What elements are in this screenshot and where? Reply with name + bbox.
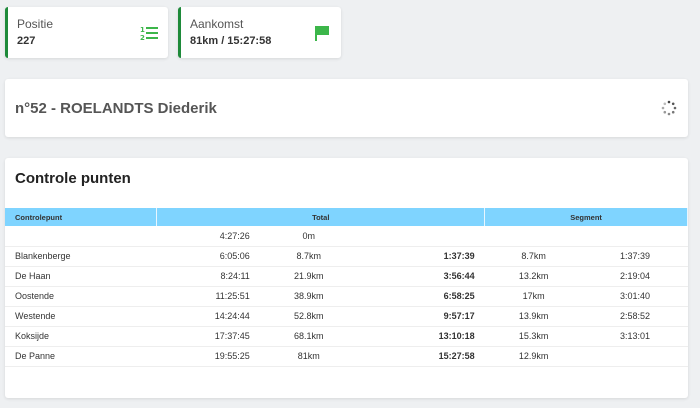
rider-card: n°52 - ROELANDTS Diederik — [5, 79, 688, 137]
arrival-time: 17:37:45 — [156, 326, 260, 347]
total-distance: 81km — [259, 346, 358, 367]
total-distance: 8.7km — [259, 246, 358, 267]
svg-text:1: 1 — [140, 26, 145, 34]
elapsed-time: 6:58:25 — [357, 286, 485, 307]
table-row: De Haan 8:24:11 21.9km 3:56:44 13.2km 2:19:04 — [5, 266, 688, 287]
control-point-name: Westende — [5, 306, 157, 327]
segment-time: 1:37:39 — [582, 246, 688, 267]
column-header-segment: Segment — [484, 208, 688, 226]
segment-distance: 12.9km — [484, 346, 583, 367]
loading-spinner-icon — [661, 100, 677, 116]
arrival-time: 4:27:26 — [156, 226, 260, 247]
control-points-table: Controlepunt Total Segment 4:27:26 0m Blan… — [5, 208, 688, 367]
elapsed-time: 1:37:39 — [357, 246, 485, 267]
table-row: 4:27:26 0m — [5, 226, 688, 247]
elapsed-time: 9:57:17 — [357, 306, 485, 327]
elapsed-time: 3:56:44 — [357, 266, 485, 287]
table-row: Westende 14:24:44 52.8km 9:57:17 13.9km 2:58:… — [5, 306, 688, 327]
column-header-total: Total — [156, 208, 486, 226]
segment-distance: 15.3km — [484, 326, 583, 347]
table-row: Koksijde 17:37:45 68.1km 13:10:18 15.3km 3:13… — [5, 326, 688, 347]
segment-time: 3:01:40 — [582, 286, 688, 307]
control-points-title: Controle punten — [15, 170, 131, 187]
table-row: Blankenberge 6:05:06 8.7km 1:37:39 8.7km 1:37… — [5, 246, 688, 267]
control-point-name: Oostende — [5, 286, 157, 307]
total-distance: 52.8km — [259, 306, 358, 327]
svg-text:2: 2 — [140, 34, 145, 42]
elapsed-time — [357, 226, 485, 247]
total-distance: 21.9km — [259, 266, 358, 287]
control-point-name: De Panne — [5, 346, 157, 367]
column-header-point: Controlepunt — [5, 208, 158, 226]
segment-distance: 17km — [484, 286, 583, 307]
arrival-label: Aankomst — [190, 17, 244, 31]
control-point-name: Koksijde — [5, 326, 157, 347]
total-distance: 38.9km — [259, 286, 358, 307]
table-header-row: Controlepunt Total Segment — [5, 208, 688, 226]
segment-distance: 13.2km — [484, 266, 583, 287]
table-row: De Panne 19:55:25 81km 15:27:58 12.9km — [5, 346, 688, 367]
segment-distance: 8.7km — [484, 246, 583, 267]
arrival-value: 81km / 15:27:58 — [190, 35, 272, 47]
segment-time — [582, 226, 688, 247]
elapsed-time: 13:10:18 — [357, 326, 485, 347]
total-distance: 68.1km — [259, 326, 358, 347]
position-value: 227 — [17, 35, 36, 47]
position-card: Positie 227 1 2 — [5, 7, 168, 58]
control-point-name: De Haan — [5, 266, 157, 287]
total-distance: 0m — [259, 226, 358, 247]
arrival-card: Aankomst 81km / 15:27:58 — [178, 7, 341, 58]
control-point-name — [5, 226, 157, 247]
flag-icon — [315, 26, 329, 41]
segment-distance: 13.9km — [484, 306, 583, 327]
control-point-name: Blankenberge — [5, 246, 157, 267]
segment-time: 2:58:52 — [582, 306, 688, 327]
arrival-time: 11:25:51 — [156, 286, 260, 307]
elapsed-time: 15:27:58 — [357, 346, 485, 367]
rider-title: n°52 - ROELANDTS Diederik — [15, 100, 217, 117]
arrival-time: 19:55:25 — [156, 346, 260, 367]
segment-time — [582, 346, 688, 367]
arrival-time: 8:24:11 — [156, 266, 260, 287]
numbered-list-icon: 1 2 — [140, 26, 158, 42]
control-points-card: Controle punten Controlepunt Total Segme… — [5, 158, 688, 398]
segment-time: 3:13:01 — [582, 326, 688, 347]
segment-distance — [484, 226, 583, 247]
arrival-time: 6:05:06 — [156, 246, 260, 267]
position-label: Positie — [17, 17, 54, 31]
table-row: Oostende 11:25:51 38.9km 6:58:25 17km 3:01:40 — [5, 286, 688, 307]
arrival-time: 14:24:44 — [156, 306, 260, 327]
segment-time: 2:19:04 — [582, 266, 688, 287]
